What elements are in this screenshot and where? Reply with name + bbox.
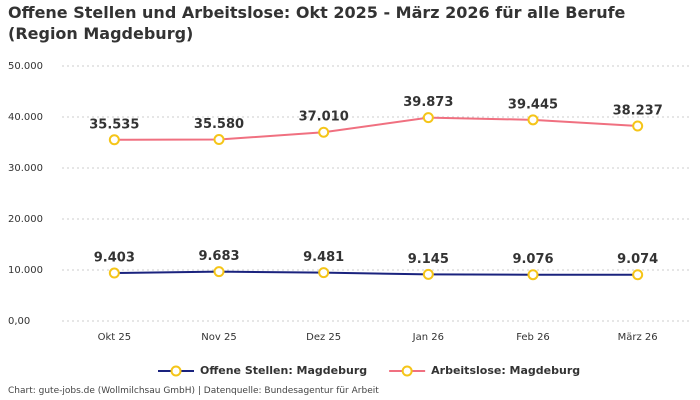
data-point — [213, 134, 225, 146]
data-label: 9.076 — [512, 252, 553, 267]
data-label: 9.074 — [617, 252, 658, 267]
series-line — [114, 270, 638, 276]
y-tick-label: 30.000 — [8, 163, 43, 174]
data-label: 9.481 — [303, 250, 344, 265]
x-tick-label: März 26 — [618, 332, 658, 343]
y-tick-label: 20.000 — [8, 214, 43, 225]
data-point — [422, 268, 434, 280]
legend-marker — [170, 365, 182, 377]
data-point — [318, 126, 330, 138]
data-label: 35.535 — [89, 117, 139, 132]
data-point — [318, 267, 330, 279]
series-line — [114, 116, 638, 141]
data-label: 9.683 — [198, 249, 239, 264]
data-label: 35.580 — [194, 117, 244, 132]
y-tick-label: 10.000 — [8, 265, 43, 276]
y-tick-label: 50.000 — [8, 61, 43, 72]
y-tick-label: 40.000 — [8, 112, 43, 123]
data-label: 39.873 — [403, 95, 453, 110]
data-label: 9.403 — [94, 251, 135, 266]
legend-label: Arbeitslose: Magdeburg — [431, 364, 580, 377]
data-point — [108, 267, 120, 279]
data-point — [632, 269, 644, 281]
data-point — [527, 269, 539, 281]
data-point — [108, 134, 120, 146]
data-point — [632, 120, 644, 132]
x-tick-label: Okt 25 — [98, 332, 132, 343]
data-label: 9.145 — [408, 252, 449, 267]
data-point — [213, 266, 225, 278]
x-tick-label: Nov 25 — [201, 332, 236, 343]
data-label: 38.237 — [613, 103, 663, 118]
source-note: Chart: gute-jobs.de (Wollmilchsau GmbH) … — [8, 386, 379, 396]
data-point — [527, 114, 539, 126]
chart-title: Offene Stellen und Arbeitslose: Okt 2025… — [8, 3, 626, 43]
data-label: 37.010 — [299, 110, 349, 125]
legend-label: Offene Stellen: Magdeburg — [200, 364, 367, 377]
data-point — [422, 112, 434, 124]
x-tick-label: Feb 26 — [516, 332, 550, 343]
legend-marker — [401, 365, 413, 377]
data-label: 39.445 — [508, 97, 558, 112]
y-tick-label: 0,00 — [8, 316, 30, 327]
x-tick-label: Jan 26 — [412, 332, 444, 343]
x-tick-label: Dez 25 — [306, 332, 341, 343]
